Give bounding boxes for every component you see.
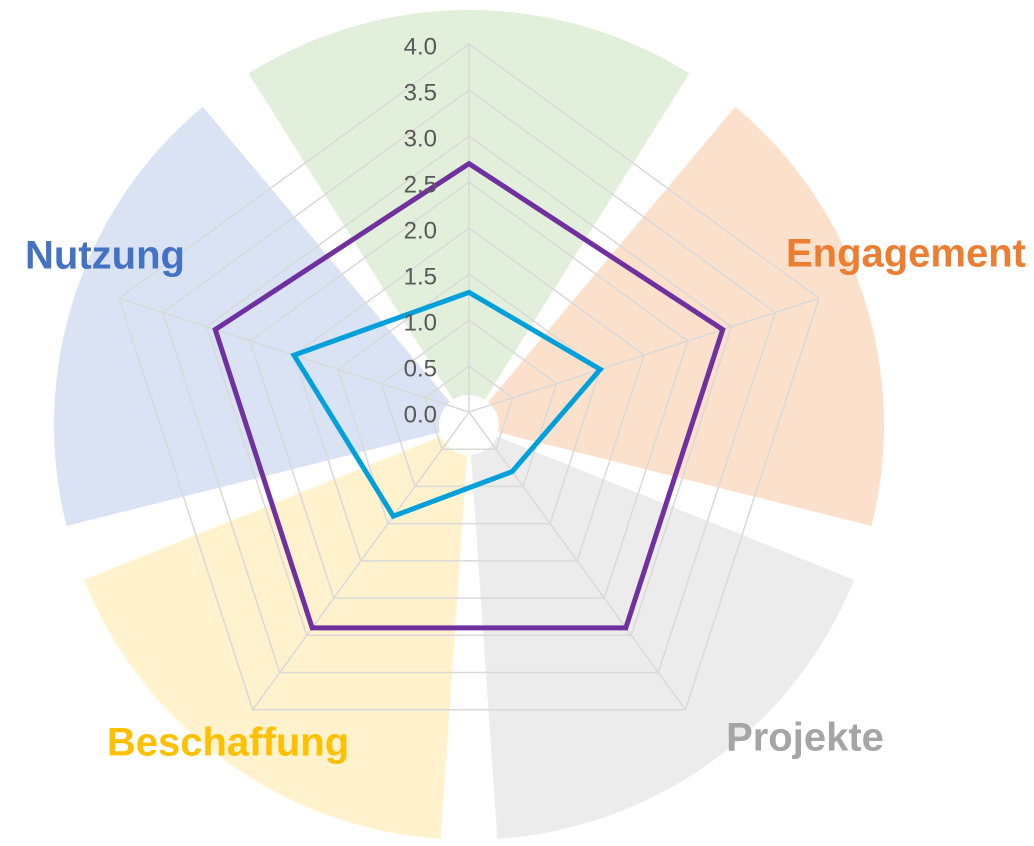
tick-label: 1.0 [404,309,437,336]
tick-label: 1.5 [404,263,437,290]
grid-line [205,135,733,637]
spoke [468,411,686,711]
tick-label: 0.0 [404,401,437,428]
grid-line [293,227,645,562]
grid-line [336,273,602,525]
spoke [468,297,820,413]
series-line [212,160,726,631]
tick-label: 2.5 [404,171,437,198]
background-sector [84,436,467,839]
grid-line [118,43,820,711]
tick-label: 3.5 [404,79,437,106]
background-sector [488,106,884,526]
spoke [252,411,470,711]
grid-line [424,365,514,450]
tick-label: 4.0 [404,33,437,60]
grid-line [161,89,777,674]
background-sector [54,106,450,526]
category-label: Engagement [786,232,1026,276]
category-label: Beschaffung [107,721,349,765]
background-sector [471,436,854,839]
category-label: Projekte [726,716,884,760]
grid-line [249,181,689,599]
tick-label: 3.0 [404,125,437,152]
tick-label: 0.5 [404,355,437,382]
category-label: Nutzung [25,234,185,278]
series-line [290,289,605,520]
tick-label: 2.0 [404,217,437,244]
